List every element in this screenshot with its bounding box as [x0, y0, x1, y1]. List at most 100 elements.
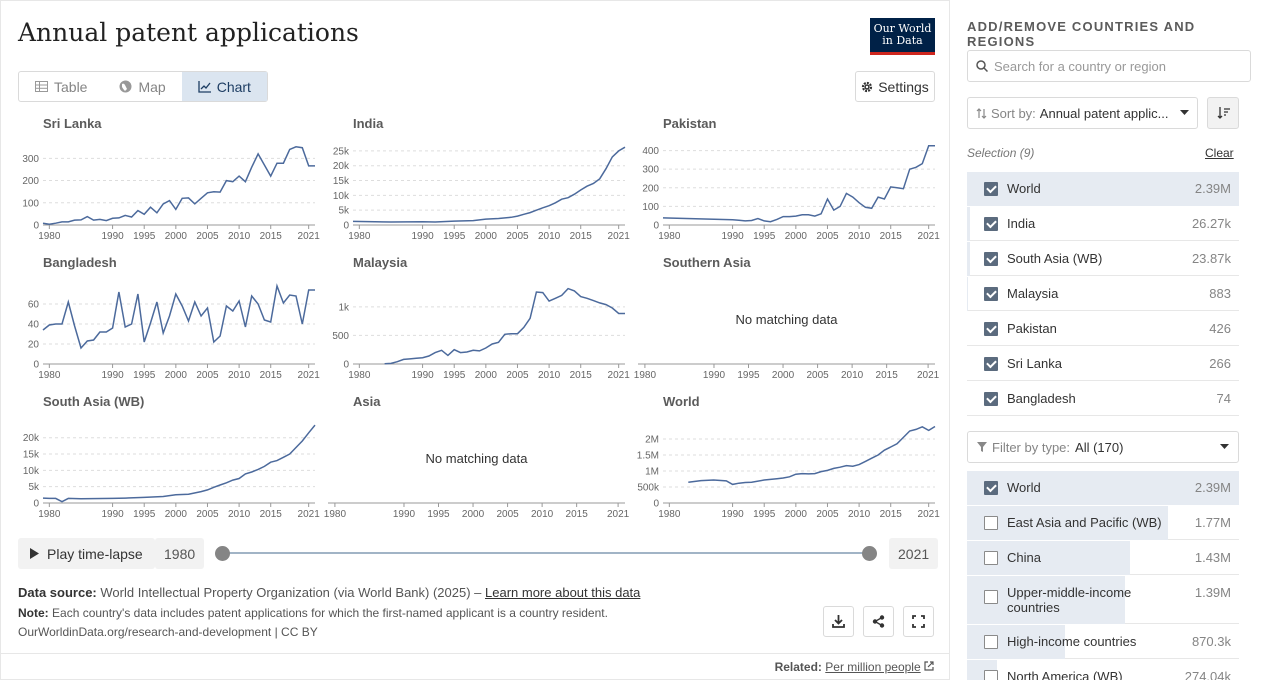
x-tick-label: 2010	[228, 370, 251, 381]
entity-row[interactable]: World2.39M	[967, 471, 1239, 505]
sort-dropdown[interactable]: Sort by: Annual patent applic...	[967, 97, 1198, 129]
sort-order-button[interactable]	[1207, 97, 1239, 129]
clear-selection-button[interactable]: Clear	[1205, 146, 1234, 160]
x-tick-label: 2010	[538, 370, 561, 381]
y-tick-label: 1.5M	[637, 451, 659, 462]
x-tick-label: 1980	[38, 370, 61, 381]
search-input[interactable]: Search for a country or region	[967, 50, 1251, 82]
x-tick-label: 1995	[737, 370, 760, 381]
per-million-link[interactable]: Per million people	[825, 660, 920, 674]
x-tick-label: 1995	[133, 231, 156, 242]
tab-chart[interactable]: Chart	[182, 72, 267, 101]
settings-button[interactable]: Settings	[855, 71, 935, 102]
entity-name: China	[1007, 550, 1195, 565]
series-line	[43, 147, 315, 225]
related-links: Related: Per million people	[775, 660, 934, 674]
facet-title: Malaysia	[353, 255, 408, 270]
x-tick-label: 2005	[816, 509, 839, 520]
x-tick-label: 2015	[876, 370, 899, 381]
entity-name: South Asia (WB)	[1007, 251, 1192, 266]
x-tick-label: 2010	[228, 509, 251, 520]
value-bar	[967, 207, 970, 241]
tab-table[interactable]: Table	[19, 72, 103, 101]
x-tick-label: 2000	[785, 231, 808, 242]
x-tick-label: 2010	[848, 231, 871, 242]
facet-chart: South Asia (WB)1980199019952000200520102…	[23, 394, 320, 520]
entity-checkbox[interactable]	[984, 182, 998, 196]
entity-checkbox[interactable]	[984, 635, 998, 649]
x-tick-label: 1990	[101, 231, 124, 242]
entity-checkbox[interactable]	[984, 392, 998, 406]
entity-row[interactable]: Malaysia883	[967, 277, 1239, 311]
entity-checkbox[interactable]	[984, 551, 998, 565]
entity-value: 1.43M	[1195, 550, 1231, 565]
sort-arrows-icon	[976, 108, 987, 119]
entity-row[interactable]: Sri Lanka266	[967, 347, 1239, 381]
x-tick-label: 2015	[570, 370, 593, 381]
y-tick-label: 200	[642, 183, 659, 194]
entity-row[interactable]: High-income countries870.3k	[967, 625, 1239, 659]
x-tick-label: 1980	[38, 509, 61, 520]
x-tick-label: 2000	[462, 509, 485, 520]
entity-checkbox[interactable]	[984, 287, 998, 301]
entity-row[interactable]: Bangladesh74	[967, 382, 1239, 416]
series-line	[663, 146, 935, 222]
x-tick-label: 2005	[506, 231, 529, 242]
data-source: Data source: World Intellectual Property…	[18, 585, 640, 600]
x-tick-label: 2021	[917, 370, 940, 381]
series-line	[43, 425, 315, 502]
x-tick-label: 2015	[260, 231, 283, 242]
table-icon	[35, 81, 48, 92]
play-timelapse-button[interactable]: Play time-lapse	[18, 538, 155, 569]
y-tick-label: 10k	[23, 466, 40, 477]
footer-divider	[1, 653, 949, 654]
y-tick-label: 5k	[338, 206, 350, 217]
tab-map-label: Map	[138, 79, 165, 95]
x-tick-label: 1995	[753, 231, 776, 242]
entity-checkbox[interactable]	[984, 357, 998, 371]
y-tick-label: 500	[332, 331, 349, 342]
x-tick-label: 2010	[841, 370, 864, 381]
entity-checkbox[interactable]	[984, 322, 998, 336]
entity-checkbox[interactable]	[984, 590, 998, 604]
timeline-start-year[interactable]: 1980	[155, 538, 204, 569]
tab-table-label: Table	[54, 79, 87, 95]
facet-title: Sri Lanka	[43, 116, 102, 131]
y-tick-label: 20k	[23, 433, 40, 444]
owid-logo[interactable]: Our World in Data	[870, 18, 935, 55]
entity-row[interactable]: World2.39M	[967, 172, 1239, 206]
entity-row[interactable]: China1.43M	[967, 541, 1239, 575]
download-button[interactable]	[823, 606, 854, 637]
tab-map[interactable]: Map	[103, 72, 181, 101]
share-button[interactable]	[863, 606, 894, 637]
x-tick-label: 2015	[880, 509, 903, 520]
timeline-end-handle[interactable]	[862, 546, 877, 561]
share-icon	[872, 615, 885, 628]
entity-row[interactable]: Pakistan426	[967, 312, 1239, 346]
entity-row[interactable]: South Asia (WB)23.87k	[967, 242, 1239, 276]
y-tick-label: 300	[642, 165, 659, 176]
entity-checkbox[interactable]	[984, 670, 998, 680]
entity-checkbox[interactable]	[984, 217, 998, 231]
entity-row[interactable]: India26.27k	[967, 207, 1239, 241]
entity-value: 426	[1209, 321, 1231, 336]
entity-checkbox[interactable]	[984, 516, 998, 530]
learn-more-link[interactable]: Learn more about this data	[485, 585, 640, 600]
entity-row[interactable]: East Asia and Pacific (WB)1.77M	[967, 506, 1239, 540]
entity-checkbox[interactable]	[984, 252, 998, 266]
chart-panel: Annual patent applications Our World in …	[0, 0, 950, 680]
timeline-track[interactable]	[222, 552, 869, 554]
filter-dropdown[interactable]: Filter by type: All (170)	[967, 431, 1239, 463]
x-tick-label: 2010	[848, 509, 871, 520]
y-tick-label: 100	[642, 202, 659, 213]
entity-row[interactable]: North America (WB)274.04k	[967, 660, 1239, 680]
view-tabs: Table Map Chart	[18, 71, 268, 102]
fullscreen-button[interactable]	[903, 606, 934, 637]
x-tick-label: 2000	[772, 370, 795, 381]
entity-checkbox[interactable]	[984, 481, 998, 495]
timeline-start-handle[interactable]	[215, 546, 230, 561]
x-tick-label: 2000	[165, 509, 188, 520]
timeline-end-year[interactable]: 2021	[889, 538, 938, 569]
entity-row[interactable]: Upper-middle-income countries1.39M	[967, 576, 1239, 624]
chevron-down-icon	[1180, 110, 1189, 116]
